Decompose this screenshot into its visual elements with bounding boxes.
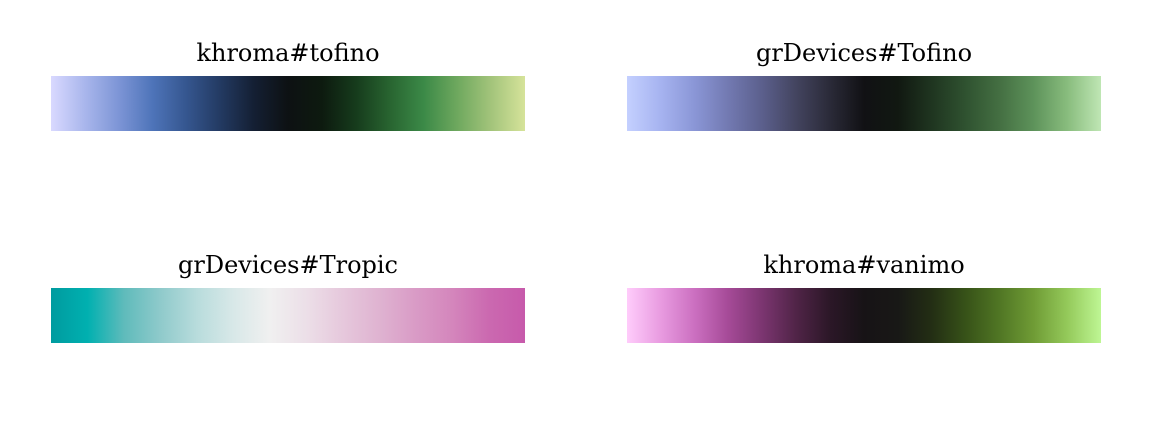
palette-gradient-bar <box>51 76 525 131</box>
palette-gradient-bar <box>51 288 525 343</box>
palette-title: khroma#vanimo <box>763 251 965 279</box>
palette-title: grDevices#Tofino <box>755 39 973 67</box>
palette-gradient-bar <box>627 288 1101 343</box>
palette-title: khroma#tofino <box>196 39 380 67</box>
palette-gradient-bar <box>627 76 1101 131</box>
palette-title: grDevices#Tropic <box>178 251 398 279</box>
